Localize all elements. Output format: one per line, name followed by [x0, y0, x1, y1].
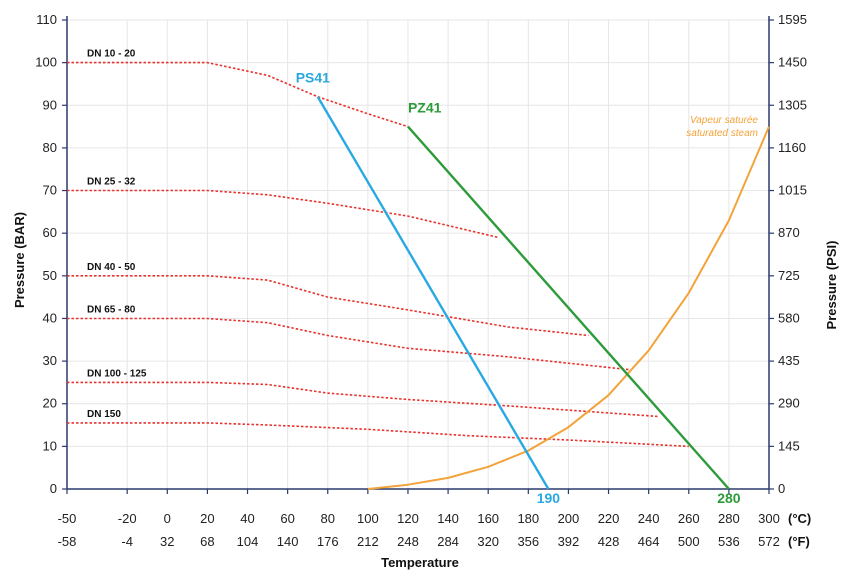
x-tick-label-fahrenheit: 104	[237, 534, 259, 549]
y-tick-label-left: 70	[43, 183, 57, 198]
x-tick-label-celsius: 260	[678, 511, 700, 526]
series-lines	[316, 96, 770, 490]
y-axis-title-left: Pressure (BAR)	[12, 212, 27, 308]
dn-curve-label: DN 25 - 32	[87, 177, 136, 188]
dn-curve	[67, 422, 689, 448]
series-end-label-ps41: 190	[537, 490, 561, 506]
y-tick-label-left: 100	[35, 55, 57, 70]
y-tick-label-left: 80	[43, 140, 57, 155]
steam-label-en: saturated steam	[686, 128, 758, 139]
x-tick-label-fahrenheit: 572	[758, 534, 780, 549]
dn-curve	[67, 189, 499, 239]
x-tick-label-fahrenheit: 536	[718, 534, 740, 549]
x-tick-label-celsius: 140	[437, 511, 459, 526]
x-tick-label-celsius: 280	[718, 511, 740, 526]
y-tick-label-right: 0	[778, 481, 785, 496]
y-tick-label-right: 1160	[778, 140, 806, 155]
axes	[62, 16, 774, 494]
x-tick-label-fahrenheit: 392	[558, 534, 580, 549]
x-axis-title: Temperature	[381, 555, 459, 570]
x-tick-label-fahrenheit: 212	[357, 534, 379, 549]
gridlines	[66, 19, 770, 489]
steam-label-fr: Vapeur saturée	[690, 115, 758, 126]
y-tick-label-right: 580	[778, 310, 800, 325]
x-unit-fahrenheit: (°F)	[788, 534, 810, 549]
x-tick-label-celsius: 200	[558, 511, 580, 526]
dn-curve	[67, 61, 409, 128]
y-tick-label-left: 0	[50, 481, 57, 496]
dn-curve	[67, 317, 629, 371]
dn-curve	[67, 381, 659, 418]
series-label-ps41: PS41	[296, 70, 330, 86]
y-tick-label-left: 110	[36, 12, 57, 27]
x-tick-label-celsius: 0	[164, 511, 171, 526]
y-tick-label-left: 40	[43, 310, 57, 325]
dn-curve-label: DN 65 - 80	[87, 304, 136, 315]
x-tick-label-celsius: 20	[200, 511, 214, 526]
y-tick-label-right: 1450	[778, 55, 807, 70]
dn-curves	[67, 61, 689, 448]
x-tick-label-celsius: 160	[477, 511, 499, 526]
x-tick-label-fahrenheit: -4	[121, 534, 133, 549]
y-tick-label-left: 10	[43, 438, 57, 453]
series-end-label-pz41: 280	[717, 490, 741, 506]
x-tick-label-celsius: 80	[321, 511, 335, 526]
y-axis-title-right: Pressure (PSI)	[824, 241, 839, 330]
dn-curve-label: DN 100 - 125	[87, 368, 147, 379]
x-tick-label-fahrenheit: 320	[477, 534, 499, 549]
x-tick-label-fahrenheit: 32	[160, 534, 174, 549]
x-tick-label-fahrenheit: 68	[200, 534, 214, 549]
y-tick-label-right: 1015	[778, 183, 807, 198]
x-tick-label-fahrenheit: 428	[598, 534, 620, 549]
x-tick-label-celsius: -20	[118, 511, 137, 526]
y-tick-label-left: 30	[43, 353, 57, 368]
y-tick-label-right: 290	[778, 396, 800, 411]
x-tick-label-fahrenheit: 356	[517, 534, 539, 549]
y-tick-label-right: 870	[778, 225, 800, 240]
dn-curve-label: DN 150	[87, 409, 121, 420]
series-line-ps41	[316, 96, 550, 490]
series-line-pz41	[407, 125, 730, 490]
y-tick-label-right: 435	[778, 353, 800, 368]
dn-curve-label: DN 40 - 50	[87, 262, 136, 273]
x-tick-label-celsius: -50	[58, 511, 77, 526]
y-tick-label-left: 60	[43, 225, 57, 240]
x-tick-label-celsius: 60	[280, 511, 294, 526]
y-tick-label-left: 90	[43, 97, 57, 112]
x-tick-label-fahrenheit: 284	[437, 534, 459, 549]
x-tick-label-celsius: 120	[397, 511, 419, 526]
x-tick-label-celsius: 240	[638, 511, 660, 526]
x-tick-label-fahrenheit: 248	[397, 534, 419, 549]
y-tick-label-left: 20	[43, 396, 57, 411]
x-tick-label-celsius: 180	[517, 511, 539, 526]
y-tick-label-left: 50	[43, 268, 57, 283]
x-tick-label-celsius: 300	[758, 511, 780, 526]
saturated-steam-curve	[367, 126, 770, 490]
x-tick-label-fahrenheit: 464	[638, 534, 660, 549]
series-label-pz41: PZ41	[408, 100, 442, 116]
x-tick-label-celsius: 100	[357, 511, 379, 526]
labels: 0 10 20 30 40 50 60 70 80 90 100 110 0 145 290 435 580 72…	[35, 12, 807, 549]
y-tick-label-right: 1595	[778, 12, 807, 27]
x-unit-celsius: (°C)	[788, 511, 811, 526]
x-tick-label-fahrenheit: 140	[277, 534, 299, 549]
x-tick-label-fahrenheit: 176	[317, 534, 339, 549]
y-tick-label-right: 725	[778, 268, 800, 283]
dn-curve-label: DN 10 - 20	[87, 49, 136, 60]
x-tick-label-celsius: 220	[598, 511, 620, 526]
y-tick-label-right: 1305	[778, 97, 807, 112]
x-tick-label-fahrenheit: 500	[678, 534, 700, 549]
dn-curve	[67, 274, 589, 337]
x-tick-label-fahrenheit: -58	[58, 534, 77, 549]
y-tick-label-right: 145	[778, 438, 800, 453]
x-tick-label-celsius: 40	[240, 511, 254, 526]
